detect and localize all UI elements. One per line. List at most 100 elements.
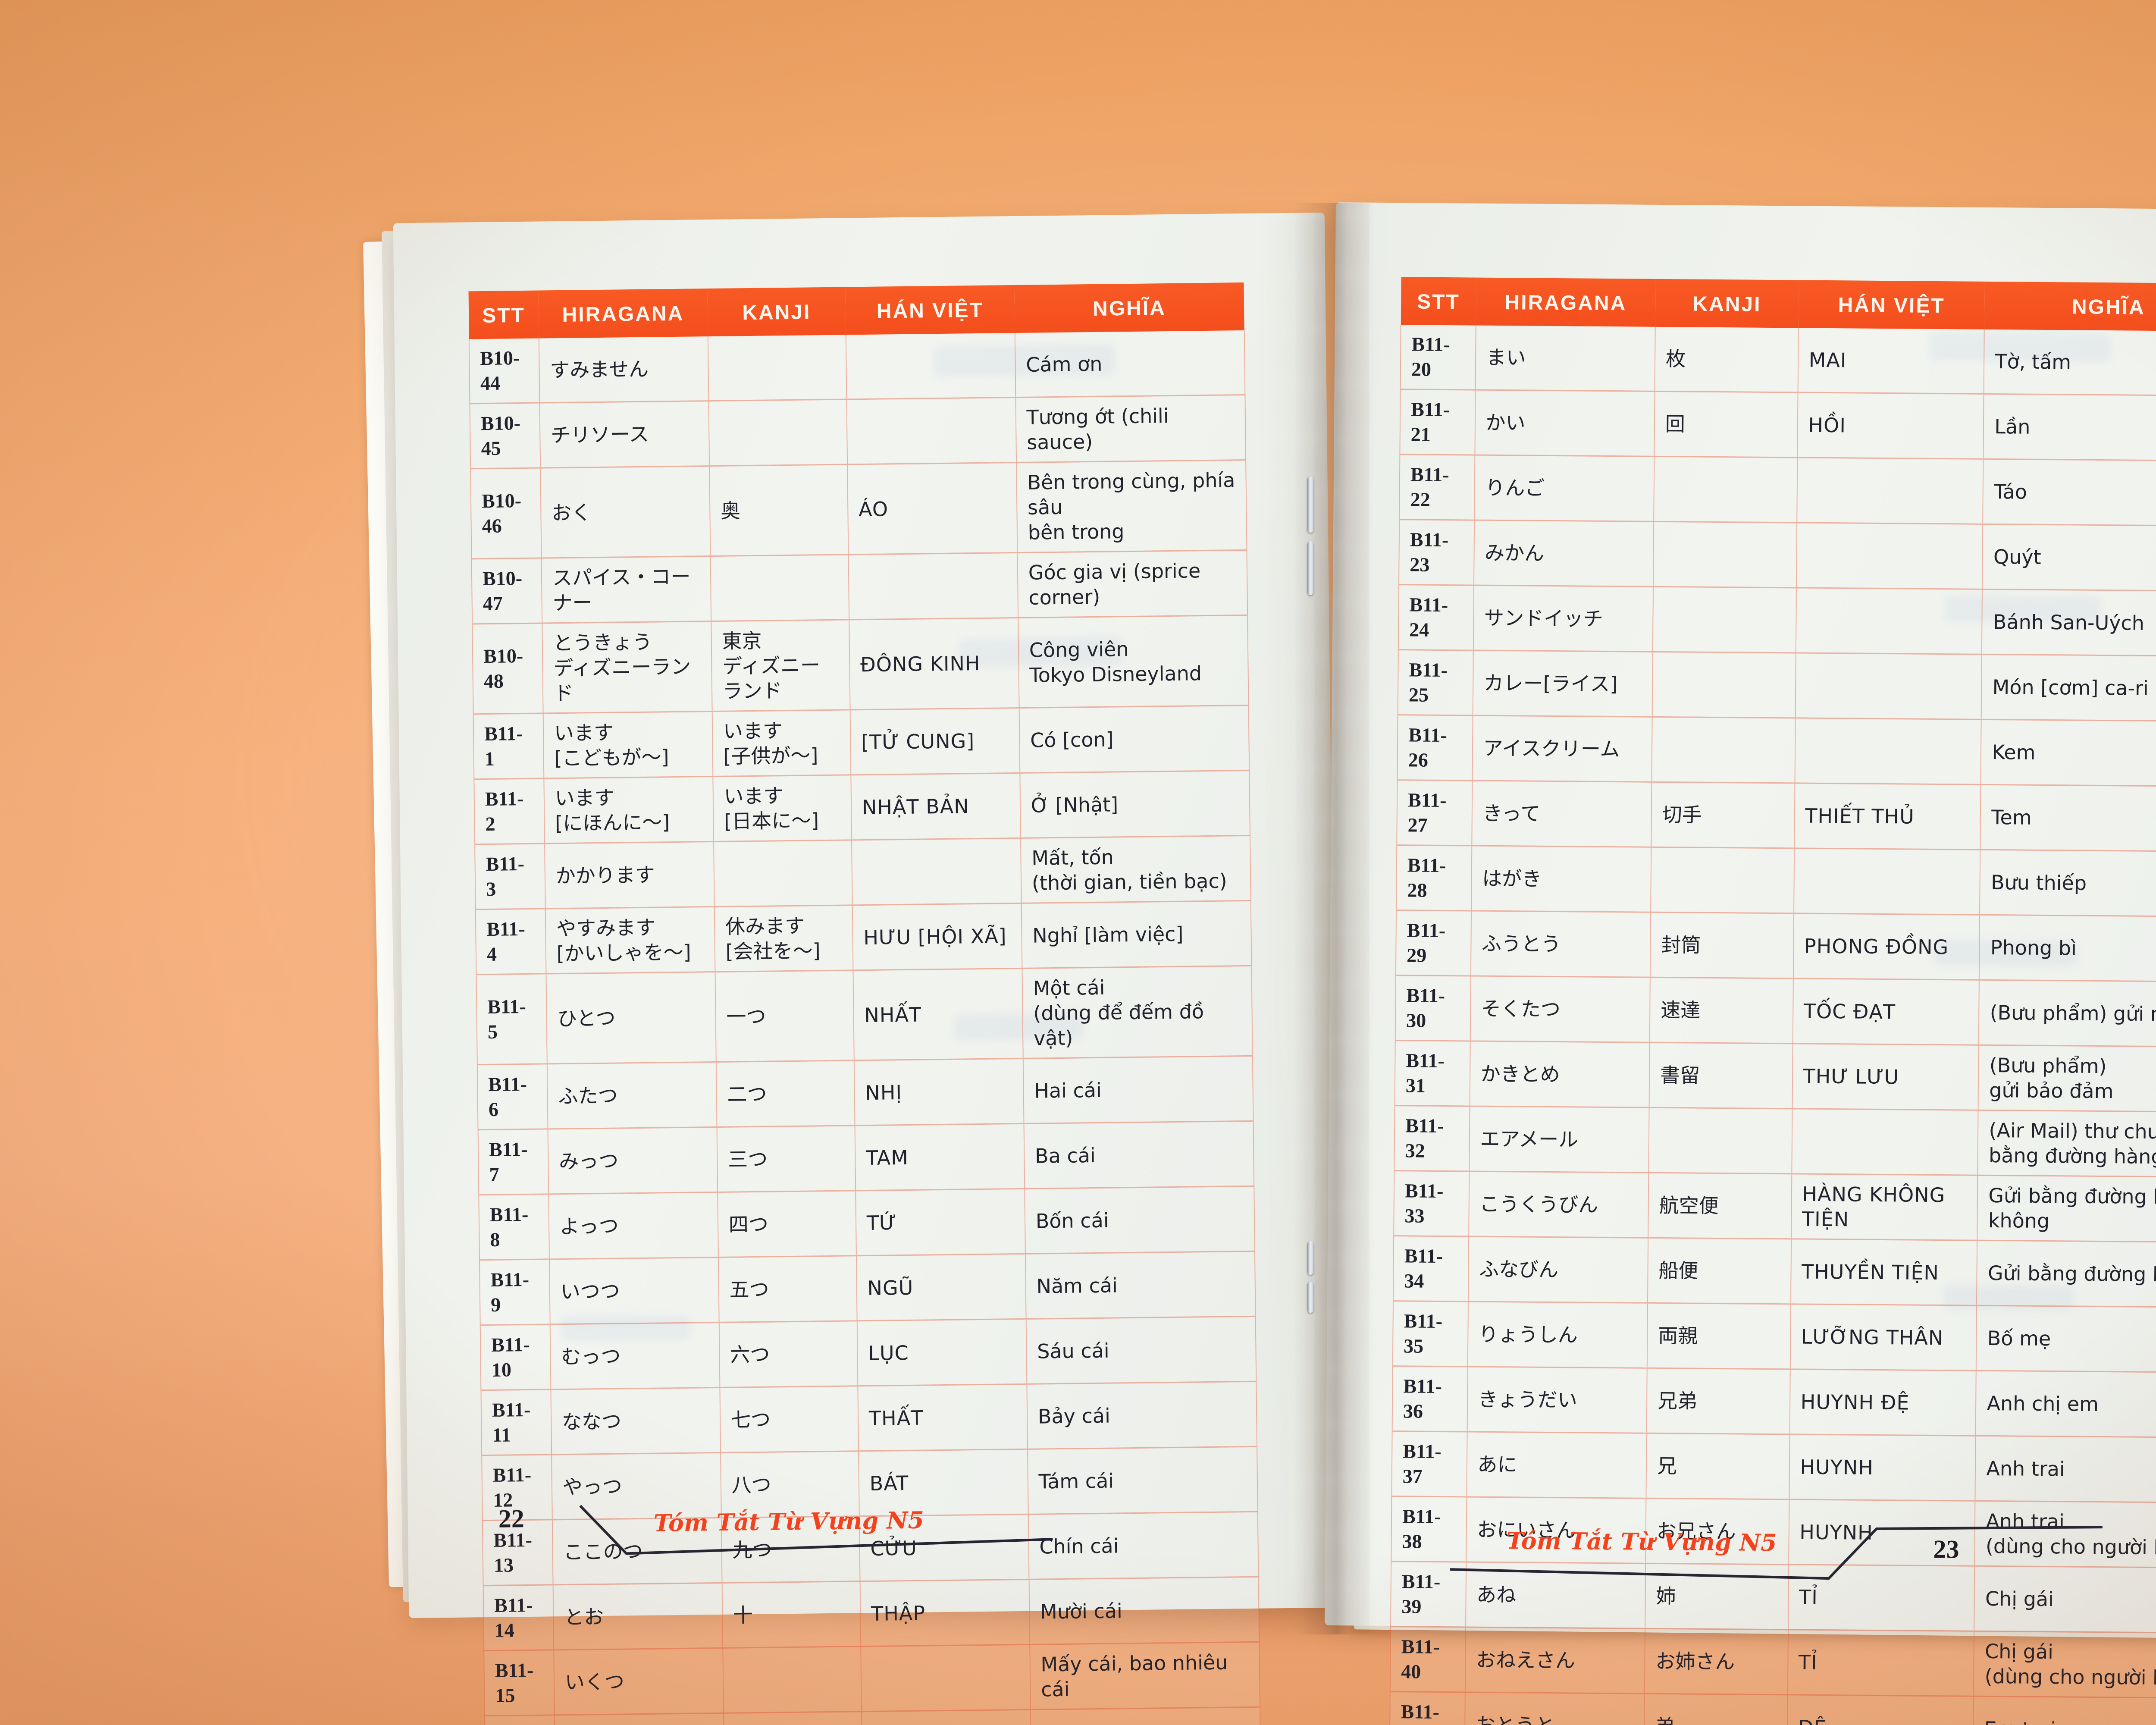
stt-cell: B11-3	[475, 843, 545, 910]
table-body-right: B11-20 まい枚 MAI Tờ, tấm B11-21 かい回 HỒI Lần B11-22…	[1388, 325, 2156, 1725]
stt-cell: B11-40	[1390, 1626, 1466, 1692]
meaning-cell: Mười cái	[1029, 1577, 1260, 1645]
stt-cell: B11-35	[1392, 1301, 1468, 1367]
kanji-cell	[708, 335, 847, 401]
hiragana-cell: ふうとう	[1470, 911, 1651, 978]
kanji-cell: 休みます [会社を〜]	[714, 905, 853, 972]
hanviet-cell: NHẤT NHÂN	[861, 1709, 1031, 1725]
kanji-cell: 両親	[1647, 1303, 1791, 1369]
hanviet-cell: TỈ	[1787, 1629, 1974, 1697]
page-number-right: 23	[1933, 1534, 1959, 1564]
stt-cell: B11-34	[1393, 1236, 1469, 1302]
column-header-kanji: KANJI	[1655, 279, 1799, 328]
kanji-cell: います [子供が〜]	[712, 709, 851, 777]
meaning-cell: Hai cái	[1023, 1056, 1253, 1124]
kanji-cell: 七つ	[720, 1386, 859, 1453]
hiragana-cell: います [にほんに〜]	[544, 776, 714, 844]
hiragana-cell: やすみます [かいしゃを〜]	[545, 906, 715, 974]
kanji-cell: 航空便	[1648, 1173, 1792, 1239]
hanviet-cell: ĐÔNG KINH	[849, 618, 1019, 710]
hanviet-cell	[1795, 652, 1982, 720]
stt-cell: B11-30	[1395, 975, 1471, 1041]
hiragana-cell: まい	[1475, 325, 1655, 392]
meaning-cell: Bố mẹ	[1976, 1305, 2156, 1373]
column-header-nghia: NGHĨA	[1014, 282, 1244, 333]
hanviet-cell	[848, 552, 1018, 620]
column-header-hiragana: HIRAGANA	[1476, 277, 1656, 327]
table-header: STT HIRAGANA KANJI HÁN VIỆT NGHĨA	[468, 282, 1244, 339]
hiragana-cell: おとうと	[1464, 1692, 1645, 1725]
hanviet-cell: HUYNH ĐỆ	[1789, 1369, 1977, 1436]
staple-bottom	[1307, 1241, 1313, 1275]
meaning-cell: Góc gia vị (sprice corner)	[1017, 550, 1248, 618]
meaning-cell: Ba cái	[1024, 1121, 1254, 1189]
vocab-row: B11-14 とお十 THẬP Mười cái	[483, 1577, 1260, 1651]
kanji-cell: 船便	[1647, 1238, 1791, 1304]
vocab-row: B11-4 やすみます [かいしゃを〜] 休みます [会社を〜] HƯU [HỘI X…	[475, 900, 1252, 975]
vocab-row: B11-35 りょうしん 両親 LƯỠNG THÂN Bố mẹ	[1392, 1301, 2156, 1373]
stt-cell: B10-45	[470, 403, 540, 469]
hanviet-cell	[851, 838, 1022, 905]
stt-cell: B11-7	[478, 1129, 549, 1195]
hanviet-cell: HỒI	[1797, 392, 1984, 459]
column-header-hiragana: HIRAGANA	[538, 289, 708, 339]
vocab-table-right: STT HIRAGANA KANJI HÁN VIỆT NGHĨA B11-20…	[1388, 277, 2156, 1725]
header-row: STT HIRAGANA KANJI HÁN VIỆT NGHĨA	[1401, 277, 2156, 332]
vocab-row: B11-1 います [こどもが〜] います [子供が〜] [TỬ CUNG] Có [c…	[473, 705, 1250, 779]
hiragana-cell: よっつ	[548, 1192, 718, 1259]
kanji-cell: 六つ	[719, 1320, 858, 1388]
kanji-cell	[1651, 847, 1794, 913]
vocab-row: B11-31 かきとめ 書留 THƯ LƯU (Bưu phẩm) gửi bảo đả…	[1395, 1040, 2156, 1112]
hanviet-cell: THẤT	[858, 1384, 1028, 1451]
meaning-cell: Gửi bằng đường biển	[1977, 1240, 2156, 1308]
hanviet-cell: LỤC	[857, 1319, 1027, 1386]
column-header-hanviet: HÁN VIỆT	[1798, 280, 1985, 329]
column-header-stt: STT	[1401, 277, 1476, 326]
hanviet-cell	[846, 397, 1016, 464]
vocab-row: B11-7 みっつ 三つ TAM Ba cái	[478, 1121, 1254, 1195]
stt-cell: B11-25	[1398, 649, 1473, 716]
vocab-row: B10-47 スパイス・コーナー Góc gia vị (sprice corner…	[471, 550, 1248, 624]
stt-cell: B11-6	[477, 1063, 548, 1130]
hiragana-cell: とうきょう ディズニーランド	[542, 621, 712, 713]
hanviet-cell	[1795, 718, 1982, 785]
hiragana-cell: とお	[553, 1583, 723, 1650]
kanji-cell: 四つ	[718, 1190, 856, 1258]
hiragana-cell: かきとめ	[1470, 1041, 1650, 1108]
meaning-cell: Bưu thiếp	[1980, 850, 2156, 917]
meaning-cell: Cám ơn	[1015, 330, 1245, 398]
hiragana-cell: そくたつ	[1470, 976, 1650, 1043]
hiragana-cell: はがき	[1471, 846, 1651, 913]
meaning-cell: Nghỉ [làm việc]	[1021, 900, 1252, 969]
hiragana-cell: ふなびん	[1468, 1236, 1648, 1303]
hanviet-cell	[846, 333, 1016, 399]
hiragana-cell: いくつ	[554, 1648, 724, 1715]
vocab-row: B10-44 すみません Cám ơn	[469, 330, 1245, 404]
vocab-row: B11-34 ふなびん 船便 THUYỀN TIỆN Gửi bằng đường bi…	[1393, 1236, 2156, 1308]
stt-cell: B11-27	[1397, 780, 1472, 846]
column-header-stt: STT	[468, 290, 539, 339]
vocab-row: B11-3 かかります Mất, tốn (thời gian, tiền bạc)	[475, 835, 1251, 910]
stt-cell: B11-2	[474, 778, 545, 844]
vocab-row: B10-46 おく奥 ÁO Bên trong cùng, phía sâu bên …	[470, 460, 1247, 559]
hanviet-cell: TỨ	[856, 1189, 1025, 1256]
kanji-cell: 五つ	[718, 1255, 857, 1323]
vocab-row: B11-5 ひとつ 一つ NHẤT Một cái (dùng để đếm đồ vậ…	[476, 966, 1253, 1065]
stt-cell: B11-33	[1394, 1170, 1469, 1237]
stt-cell: B11-23	[1399, 519, 1474, 586]
right-page: STT HIRAGANA KANJI HÁN VIỆT NGHĨA B11-20…	[1325, 202, 2156, 1725]
vocab-row: B11-27 きって 切手 THIẾT THỦ Tem	[1397, 780, 2156, 852]
kanji-cell: お姉さん	[1644, 1628, 1788, 1695]
vocab-row: B11-23 みかん Quýt	[1399, 519, 2156, 591]
meaning-cell: Có [con]	[1019, 705, 1250, 773]
kanji-cell: 兄	[1646, 1433, 1790, 1499]
kanji-cell	[710, 554, 849, 621]
hanviet-cell	[1796, 457, 1984, 524]
kanji-cell: 枚	[1655, 326, 1799, 392]
meaning-cell: Bốn cái	[1024, 1186, 1255, 1254]
meaning-cell: Phong bì	[1979, 915, 2156, 982]
stt-cell: B11-4	[475, 908, 546, 975]
footer-rule-right	[1450, 1526, 2103, 1580]
hiragana-cell: カレー[ライス]	[1473, 650, 1653, 717]
page-number-left: 22	[498, 1504, 525, 1533]
